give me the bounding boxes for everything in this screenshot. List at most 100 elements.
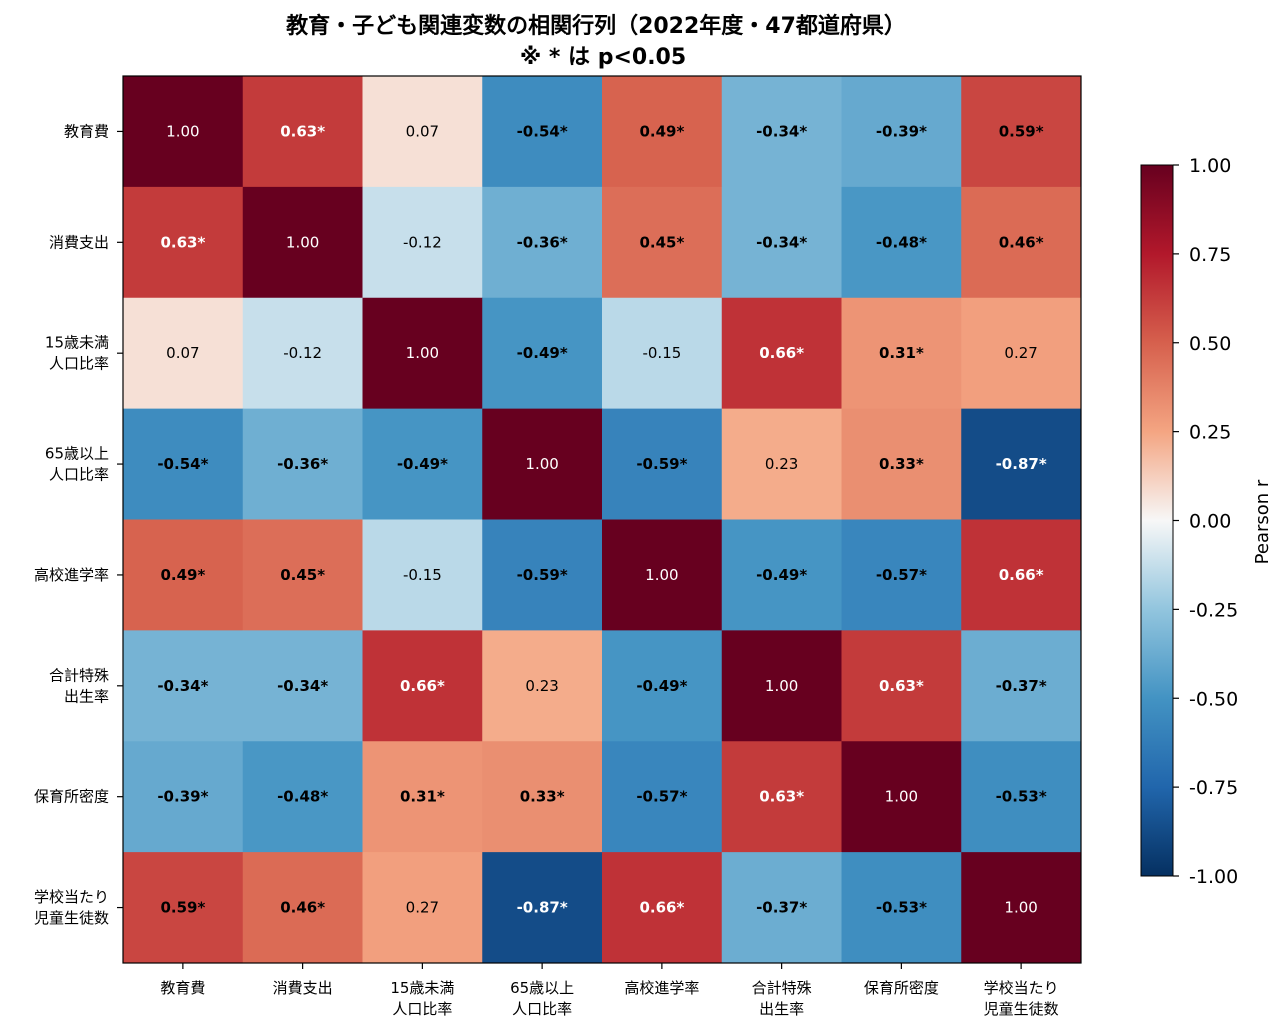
cell-value-label: 0.66* bbox=[999, 566, 1044, 584]
colorbar-tick-label: 0.50 bbox=[1189, 333, 1231, 355]
y-tick-label: 高校進学率 bbox=[34, 566, 109, 584]
cell-value-label: 1.00 bbox=[166, 122, 199, 140]
cell-value-label: 0.07 bbox=[166, 344, 199, 362]
cell-value-label: 1.00 bbox=[765, 677, 798, 695]
heatmap-cell bbox=[362, 186, 483, 299]
heatmap-cell bbox=[362, 76, 483, 188]
heatmap-cell bbox=[841, 519, 962, 631]
x-tick-label: 学校当たり bbox=[984, 979, 1059, 997]
cell-value-label: 0.31* bbox=[879, 344, 924, 362]
heatmap-cell bbox=[123, 852, 244, 964]
heatmap-cell bbox=[123, 297, 244, 410]
heatmap-cell bbox=[482, 76, 603, 188]
colorbar-ticks: 1.00 0.75 0.50 0.25 0.00 -0.25 -0.50 -0.75 -1.00 bbox=[1173, 155, 1238, 888]
cell-value-label: -0.34* bbox=[157, 677, 208, 695]
heatmap-cell bbox=[482, 519, 603, 631]
heatmap-cell bbox=[721, 297, 842, 410]
heatmap-cell bbox=[841, 852, 962, 964]
cell-value-label: -0.15 bbox=[642, 344, 681, 362]
cell-value-label: 0.33* bbox=[520, 788, 565, 806]
heatmap-cell bbox=[841, 408, 962, 520]
heatmap-cell bbox=[123, 408, 244, 520]
x-tick-label: 人口比率 bbox=[512, 1000, 572, 1018]
colorbar-label: Pearson r bbox=[1252, 479, 1273, 564]
heatmap-cell bbox=[721, 76, 842, 188]
x-tick-label: 合計特殊 bbox=[752, 979, 812, 997]
cell-value-label: -0.48* bbox=[277, 788, 328, 806]
cell-value-label: -0.87* bbox=[996, 455, 1047, 473]
colorbar-tick-label: -1.00 bbox=[1189, 866, 1238, 888]
cell-value-label: 0.66* bbox=[759, 344, 804, 362]
cell-value-label: 1.00 bbox=[525, 455, 558, 473]
heatmap-cell bbox=[841, 630, 962, 742]
x-tick-label: 15歳未満 bbox=[390, 979, 454, 997]
cell-value-label: 1.00 bbox=[885, 788, 918, 806]
y-tick-label: 児童生徒数 bbox=[34, 909, 109, 927]
chart-title: 教育・子ども関連変数の相関行列（2022年度・47都道府県） bbox=[286, 13, 906, 39]
heatmap-cell bbox=[961, 741, 1082, 853]
heatmap-cell bbox=[961, 76, 1082, 188]
x-tick-label: 高校進学率 bbox=[624, 979, 699, 997]
cell-value-label: -0.36* bbox=[277, 455, 328, 473]
colorbar-tick-label: 0.00 bbox=[1189, 511, 1231, 533]
heatmap-cells bbox=[123, 76, 1082, 964]
cell-value-label: -0.12 bbox=[403, 233, 442, 251]
heatmap-cell bbox=[362, 852, 483, 964]
cell-value-label: 0.59* bbox=[160, 899, 205, 917]
cell-value-label: 0.59* bbox=[999, 122, 1044, 140]
cell-value-label: -0.49* bbox=[636, 677, 687, 695]
heatmap-cell bbox=[123, 519, 244, 631]
heatmap-cell bbox=[602, 630, 723, 742]
cell-value-label: -0.57* bbox=[636, 788, 687, 806]
y-axis: 教育費消費支出15歳未満人口比率65歳以上人口比率高校進学率合計特殊出生率保育所… bbox=[34, 122, 123, 927]
cell-value-label: -0.34* bbox=[756, 233, 807, 251]
cell-value-label: 0.45* bbox=[639, 233, 684, 251]
heatmap-cell bbox=[362, 630, 483, 742]
cell-value-label: -0.15 bbox=[403, 566, 442, 584]
cell-value-label: -0.39* bbox=[157, 788, 208, 806]
heatmap-cell bbox=[602, 76, 723, 188]
x-tick-label: 保育所密度 bbox=[864, 979, 939, 997]
x-tick-label: 教育費 bbox=[160, 979, 205, 997]
heatmap-cell bbox=[242, 408, 363, 520]
cell-value-label: -0.37* bbox=[756, 899, 807, 917]
y-tick-label: 15歳未満 bbox=[45, 334, 109, 352]
cell-value-label: 0.63* bbox=[759, 788, 804, 806]
heatmap-cell bbox=[602, 297, 723, 410]
cell-value-label: 0.27 bbox=[1004, 344, 1037, 362]
heatmap-cell bbox=[123, 630, 244, 742]
heatmap-cell bbox=[602, 741, 723, 853]
colorbar-tick-label: 0.75 bbox=[1189, 244, 1231, 266]
cell-value-label: 0.49* bbox=[160, 566, 205, 584]
heatmap-cell bbox=[482, 852, 603, 964]
heatmap-cell bbox=[123, 741, 244, 853]
heatmap-cell bbox=[602, 852, 723, 964]
cell-value-label: -0.53* bbox=[876, 899, 927, 917]
heatmap-cell bbox=[482, 297, 603, 410]
cell-value-label: 0.49* bbox=[639, 122, 684, 140]
y-tick-label: 消費支出 bbox=[49, 233, 109, 251]
cell-value-label: -0.57* bbox=[876, 566, 927, 584]
cell-value-label: -0.34* bbox=[277, 677, 328, 695]
heatmap-cell bbox=[961, 519, 1082, 631]
heatmap-cell bbox=[721, 408, 842, 520]
heatmap-cell bbox=[242, 630, 363, 742]
cell-value-label: -0.87* bbox=[517, 899, 568, 917]
chart-subtitle: ※ * は p<0.05 bbox=[520, 45, 686, 70]
cell-value-label: 1.00 bbox=[645, 566, 678, 584]
heatmap-cell bbox=[961, 186, 1082, 299]
heatmap-cell bbox=[721, 630, 842, 742]
x-tick-label: 消費支出 bbox=[273, 979, 333, 997]
heatmap-cell bbox=[841, 297, 962, 410]
heatmap-cell bbox=[961, 408, 1082, 520]
cell-value-label: 0.23 bbox=[525, 677, 558, 695]
cell-value-label: -0.48* bbox=[876, 233, 927, 251]
cell-value-label: -0.39* bbox=[876, 122, 927, 140]
cell-value-label: -0.59* bbox=[636, 455, 687, 473]
colorbar bbox=[1140, 164, 1174, 877]
heatmap-cell bbox=[602, 408, 723, 520]
y-tick-label: 出生率 bbox=[64, 687, 109, 705]
cell-value-label: -0.36* bbox=[517, 233, 568, 251]
heatmap-cell bbox=[721, 186, 842, 299]
